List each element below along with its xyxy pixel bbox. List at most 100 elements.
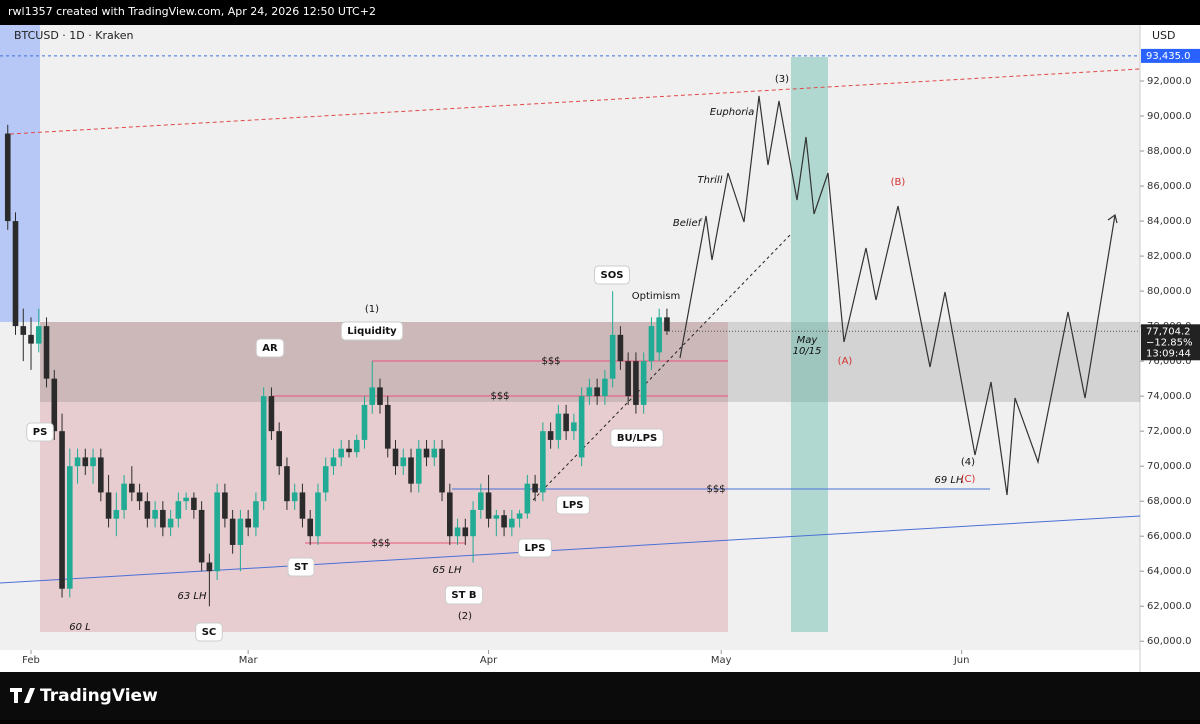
candle-body	[245, 518, 251, 528]
currency-label: USD	[1152, 29, 1176, 42]
time-axis	[0, 650, 1200, 672]
candle-body	[485, 492, 492, 519]
candle-body	[35, 326, 42, 344]
candle-body	[555, 413, 562, 440]
candle-body	[431, 448, 438, 458]
footer	[0, 672, 1200, 720]
candle-body	[237, 518, 244, 545]
candle-body	[501, 515, 507, 528]
candle-body	[586, 387, 593, 397]
candle-body	[129, 483, 135, 493]
candle-body	[136, 492, 143, 502]
annotation: (4)	[961, 457, 975, 468]
annotation: 60 L	[69, 622, 90, 633]
candle-body	[51, 378, 58, 432]
annotation: Belief	[673, 218, 703, 229]
y-tick-label: 62,000.0	[1147, 601, 1192, 612]
y-tick-label: 80,000.0	[1147, 286, 1192, 297]
y-tick-label: 92,000.0	[1147, 76, 1192, 87]
candle-body	[291, 492, 298, 502]
candle-body	[664, 317, 670, 332]
candle-body	[59, 431, 65, 589]
annotation: Liquidity	[347, 326, 397, 337]
annotation-box	[594, 265, 630, 285]
candle-body	[594, 387, 600, 397]
candle-body	[625, 361, 631, 397]
y-tick-label: 72,000.0	[1147, 426, 1192, 437]
annotation: (B)	[891, 177, 906, 188]
y-tick-label: 70,000.0	[1147, 461, 1192, 472]
candle-body	[346, 448, 352, 453]
y-tick-label: 82,000.0	[1147, 251, 1192, 262]
price-tag-label: 77,704.2	[1146, 326, 1191, 337]
candle-body	[353, 439, 360, 453]
x-tick-label: May	[711, 655, 732, 666]
logo-icon	[10, 688, 35, 703]
annotation: ST	[294, 562, 308, 573]
annotation: Thrill	[698, 175, 723, 186]
brand: TradingView	[40, 686, 158, 706]
candle-body	[12, 221, 19, 327]
candle-body	[547, 431, 554, 440]
candle-body	[648, 326, 655, 362]
y-tick-label: 90,000.0	[1147, 111, 1192, 122]
candle-body	[408, 457, 414, 484]
candle-body	[315, 492, 321, 537]
annotation: PS	[33, 427, 48, 438]
annotation: $$$	[371, 538, 390, 549]
candle-body	[144, 501, 151, 519]
y-tick-label: 74,000.0	[1147, 391, 1192, 402]
annotation-box	[340, 321, 404, 341]
annotation-box	[255, 338, 285, 358]
annotation: ST B	[451, 590, 476, 601]
candle-body	[160, 509, 166, 528]
candle-body	[656, 317, 662, 353]
candle-body	[563, 413, 569, 432]
annotation: SC	[202, 627, 217, 638]
candle-body	[509, 518, 515, 528]
plot-area	[0, 25, 1140, 650]
candle-body	[330, 457, 337, 467]
projection-path	[679, 95, 1116, 496]
reference-tag	[1141, 48, 1200, 63]
candle-body	[222, 492, 228, 519]
candle-body	[152, 509, 158, 519]
candle-body	[253, 501, 259, 528]
candle-body	[392, 448, 399, 467]
candle-body	[198, 509, 205, 563]
candle-body	[121, 483, 127, 510]
x-tick-label: Feb	[22, 655, 40, 666]
y-tick-label: 86,000.0	[1147, 181, 1192, 192]
annotation-box	[518, 538, 552, 558]
price-tag	[1141, 324, 1200, 361]
candle-body	[454, 527, 461, 537]
x-tick-label: Jun	[953, 655, 970, 666]
x-tick-label: Apr	[480, 655, 498, 666]
candle-body	[361, 404, 368, 440]
credit: rwl1357 created with TradingView.com, Ap…	[8, 5, 376, 18]
candle-body	[183, 497, 189, 502]
countdown-label: 13:09:44	[1146, 348, 1191, 359]
projection-arrow	[1107, 213, 1118, 224]
candle-body	[470, 509, 476, 537]
candle-body	[377, 387, 383, 405]
annotation: SOS	[601, 270, 624, 281]
candle-body	[307, 518, 314, 537]
annotation-box	[556, 495, 590, 515]
candle-body	[602, 378, 608, 397]
annotation: Optimism	[632, 291, 680, 302]
annotation: (A)	[838, 356, 853, 367]
y-tick-label: 60,000.0	[1147, 636, 1192, 647]
candle-body	[415, 448, 422, 484]
candle-body	[446, 492, 453, 537]
candle-body	[322, 466, 329, 493]
annotation: 65 LH	[433, 565, 462, 576]
y-tick-label: 64,000.0	[1147, 566, 1192, 577]
candle-body	[276, 431, 282, 467]
candle-body	[113, 509, 120, 519]
candle-body	[299, 492, 306, 519]
annotation-box	[26, 422, 54, 442]
candle-body	[175, 501, 182, 519]
annotation: (1)	[365, 304, 379, 315]
